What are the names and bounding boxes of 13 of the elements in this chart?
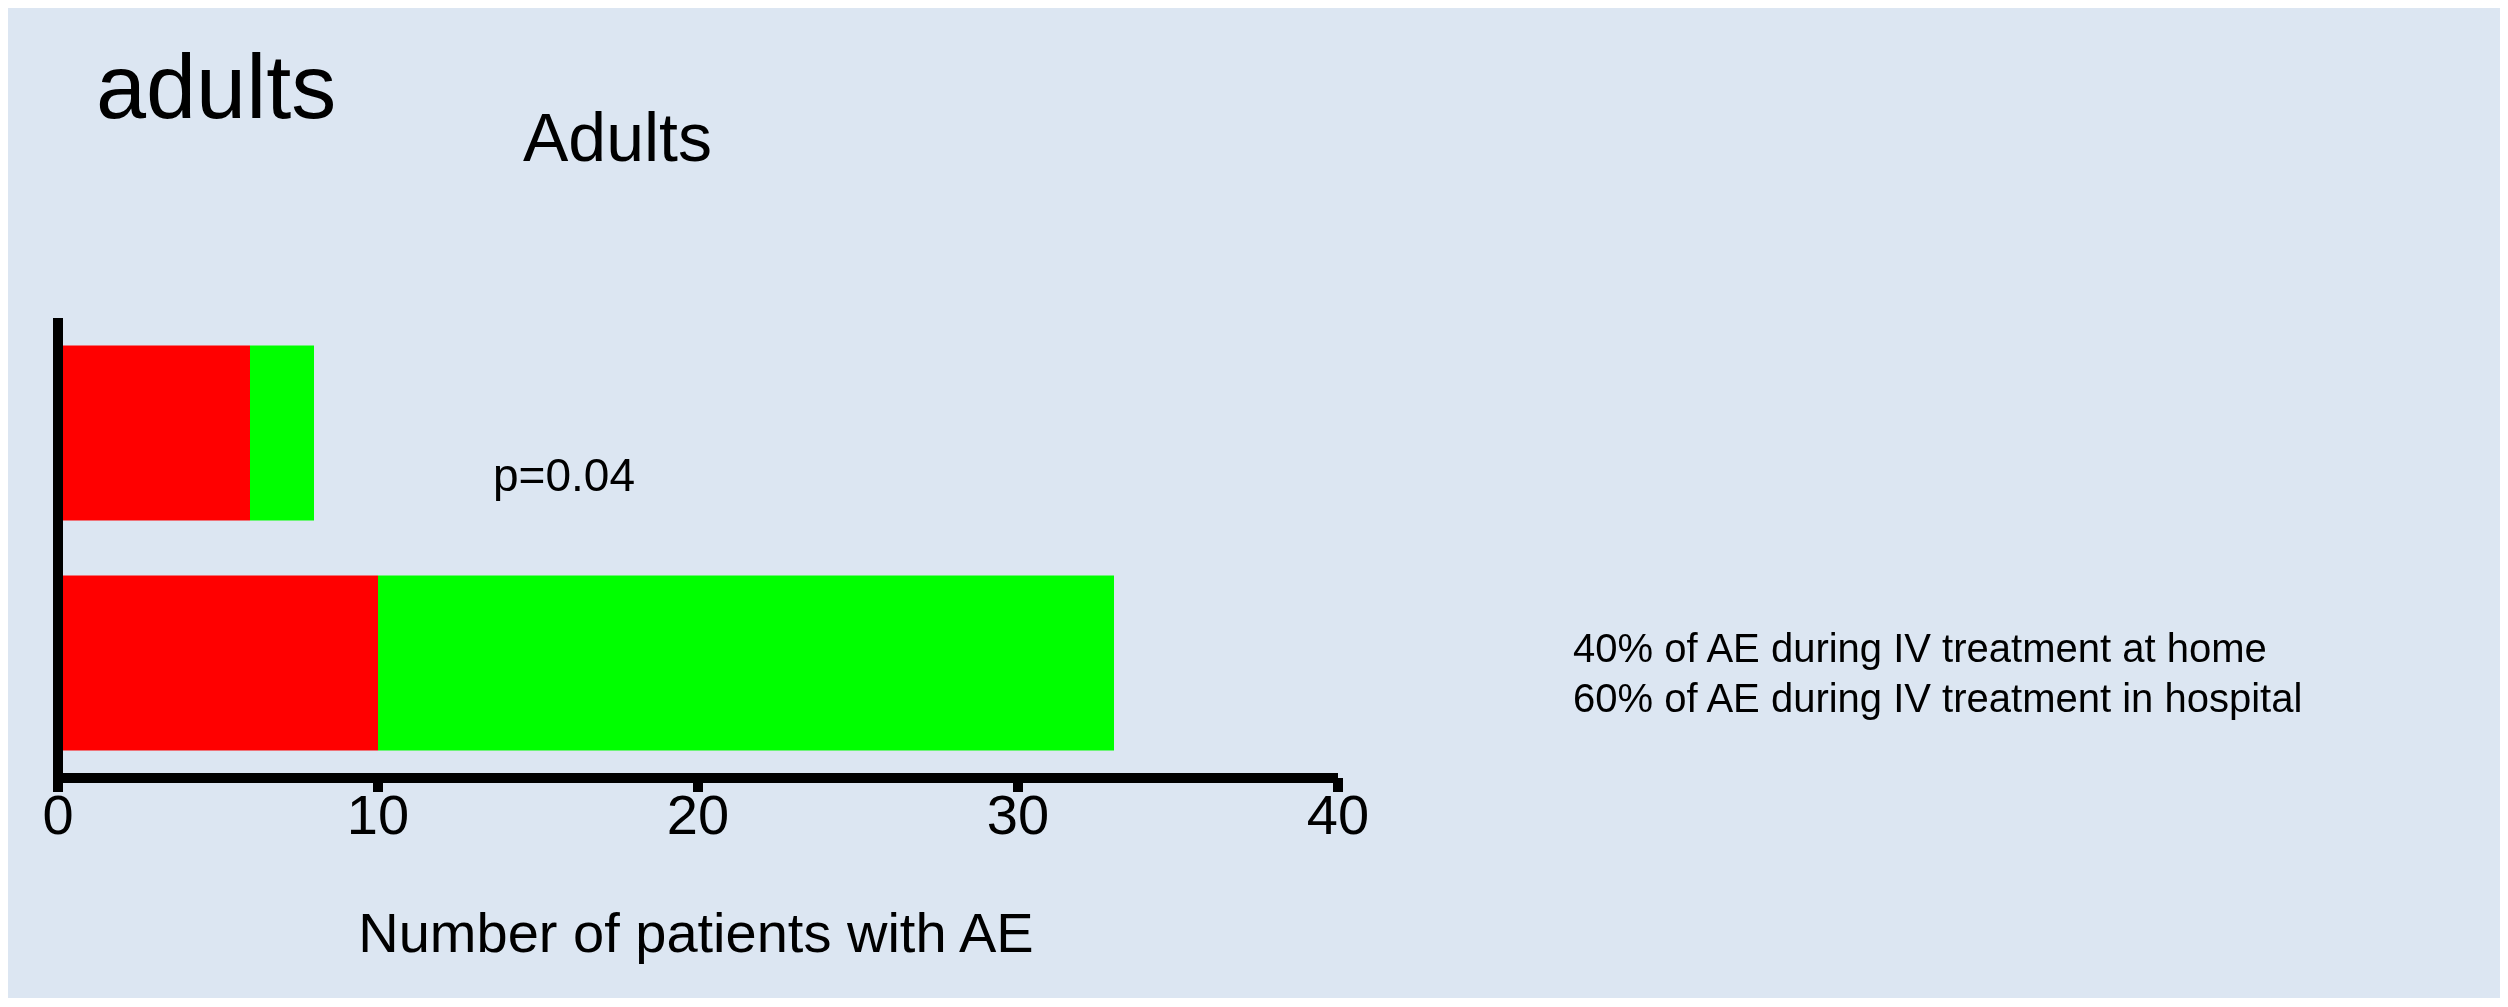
x-tick-label: 40 [1306,782,1370,846]
chart-subtitle: Adults [523,98,712,176]
annotation: p=0.04 [493,448,635,502]
bar [378,575,1114,751]
x-tick-label: 0 [42,782,74,846]
x-axis-title: Number of patients with AE [357,900,1035,966]
bar [250,345,314,521]
x-tick-label: 20 [666,782,730,846]
chart-title: adults [96,36,337,139]
x-tick-label: 30 [986,782,1050,846]
text: 60% of AE during IV treatment in hospital [1573,675,2303,722]
x-tick-label: 10 [346,782,410,846]
text: 40% of AE during IV treatment at home [1573,625,2268,672]
